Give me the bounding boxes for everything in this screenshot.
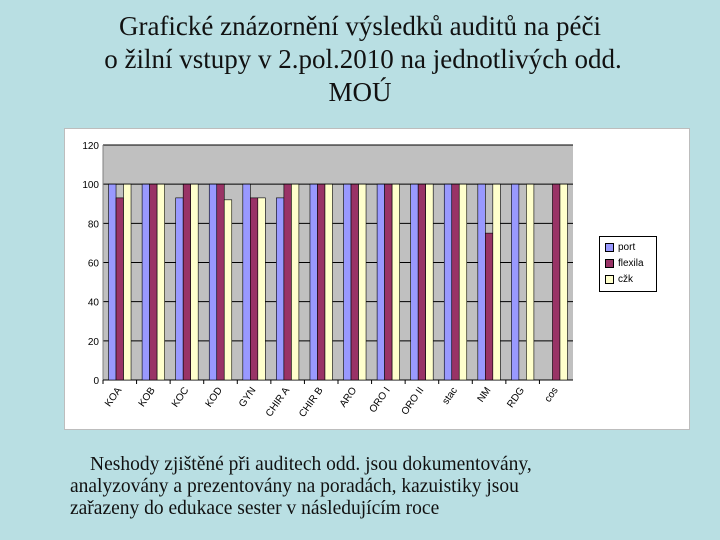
- bar-ck: [492, 183, 501, 381]
- bar-flexila: [552, 183, 561, 381]
- bar-flexila: [485, 232, 494, 381]
- bar-ck: [123, 183, 132, 381]
- bar-ck: [458, 183, 468, 381]
- y-tick-label: 80: [88, 219, 100, 230]
- bar-ck: [156, 183, 165, 381]
- chart-legend: port flexila cžk: [599, 236, 657, 292]
- legend-item-port: port: [605, 241, 635, 253]
- bar-flexila: [149, 183, 158, 381]
- y-tick-label: 60: [88, 259, 100, 270]
- bar-flexila: [250, 197, 259, 381]
- footnote-line-1: Neshody zjištěné při auditech odd. jsou …: [90, 454, 532, 475]
- y-tick-label: 0: [93, 376, 99, 387]
- legend-swatch-flexila: [605, 258, 614, 268]
- bar-port: [443, 183, 453, 381]
- bar-chart: 0 20 40 60 80 100 120 KOA KOB KOC KOD GYN CHIR A CHIR…: [82, 141, 573, 419]
- legend-label-czk: cžk: [618, 273, 633, 285]
- bar-flexila: [350, 183, 359, 381]
- y-tick-label: 40: [88, 298, 100, 309]
- legend-swatch-port: [605, 242, 614, 252]
- title-line-3: MOÚ: [328, 77, 392, 107]
- y-tick-label: 20: [88, 337, 100, 348]
- x-tick-label: GYN: [237, 385, 258, 409]
- legend-item-czk: cžk: [605, 273, 633, 285]
- y-tick-label: 100: [82, 180, 99, 191]
- bar-flexila: [283, 183, 292, 381]
- bar-port: [242, 183, 251, 381]
- bar-port: [511, 183, 520, 381]
- x-tick-label: ORO I: [368, 385, 393, 415]
- bar-port: [343, 183, 352, 381]
- bar-flexila: [115, 197, 124, 381]
- bar-ck: [223, 199, 233, 381]
- bar-ck: [425, 183, 434, 381]
- bar-ck: [190, 183, 199, 381]
- legend-item-flexila: flexila: [605, 257, 644, 269]
- bar-port: [376, 183, 385, 381]
- x-tick-label: ARO: [338, 385, 360, 409]
- footnote-text: Neshody zjištěné při auditech odd. jsou …: [70, 454, 690, 520]
- bar-flexila: [451, 183, 460, 381]
- bar-port: [477, 183, 486, 381]
- bar-port: [208, 183, 218, 381]
- bar-port: [141, 183, 150, 381]
- x-tick-label: KOA: [103, 385, 124, 409]
- legend-label-flexila: flexila: [618, 257, 644, 269]
- bar-port: [175, 197, 184, 381]
- bar-ck: [358, 183, 367, 381]
- x-tick-label: CHIR B: [297, 385, 326, 419]
- bar-port: [410, 183, 419, 381]
- x-tick-label: cos: [543, 385, 561, 404]
- legend-swatch-czk: [605, 274, 614, 284]
- bar-port: [276, 197, 285, 381]
- x-tick-label: NM: [476, 385, 494, 404]
- x-tick-label: stac: [440, 385, 460, 406]
- bar-ck: [324, 183, 333, 381]
- bar-flexila: [417, 183, 426, 381]
- bar-ck: [559, 183, 568, 381]
- x-tick-label: KOC: [170, 385, 191, 409]
- x-tick-label: RDG: [505, 385, 527, 410]
- bar-flexila: [384, 183, 393, 381]
- x-tick-label: KOB: [137, 385, 158, 409]
- bar-port: [309, 183, 318, 381]
- footnote-line-2: analyzovány a prezentovány na poradách, …: [70, 476, 519, 497]
- bar-flexila: [182, 183, 191, 381]
- title-line-1: Grafické znázornění výsledků auditů na p…: [118, 11, 602, 41]
- x-tick-label: CHIR A: [264, 385, 292, 419]
- bar-ck: [391, 183, 400, 381]
- bar-port: [108, 183, 117, 381]
- bar-flexila: [317, 183, 326, 381]
- bar-flexila: [216, 183, 225, 381]
- chart-frame: 0 20 40 60 80 100 120 KOA KOB KOC KOD GYN CHIR A CHIR…: [64, 128, 690, 430]
- legend-label-port: port: [618, 241, 636, 253]
- bar-ck: [257, 197, 266, 381]
- footnote-line-3: zařazeny do edukace sester v následující…: [70, 498, 440, 519]
- title-line-2: o žilní vstupy v 2.pol.2010 na jednotliv…: [104, 44, 622, 74]
- y-tick-label: 120: [82, 141, 99, 152]
- bar-ck: [291, 183, 300, 381]
- page-title: Grafické znázornění výsledků auditů na p…: [0, 10, 720, 109]
- x-tick-label: ORO II: [400, 385, 427, 417]
- bar-ck: [526, 183, 535, 381]
- x-tick-label: KOD: [204, 385, 225, 409]
